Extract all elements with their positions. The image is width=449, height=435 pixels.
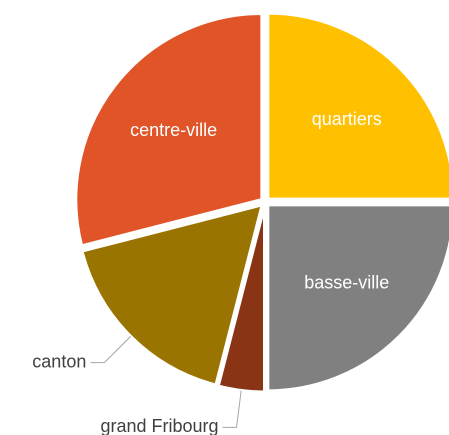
slice-label: centre-ville bbox=[130, 120, 217, 140]
slice-label: basse-ville bbox=[304, 272, 389, 292]
leader-line bbox=[90, 335, 132, 364]
pie-slice bbox=[266, 11, 449, 201]
pie-slice bbox=[216, 205, 266, 394]
slice-label: quartiers bbox=[312, 109, 382, 129]
slice-label: canton bbox=[32, 351, 86, 371]
pie-slice bbox=[74, 12, 264, 248]
slice-label: grand Fribourg bbox=[100, 416, 218, 435]
leader-line bbox=[222, 390, 242, 428]
pie-slice bbox=[266, 203, 449, 393]
